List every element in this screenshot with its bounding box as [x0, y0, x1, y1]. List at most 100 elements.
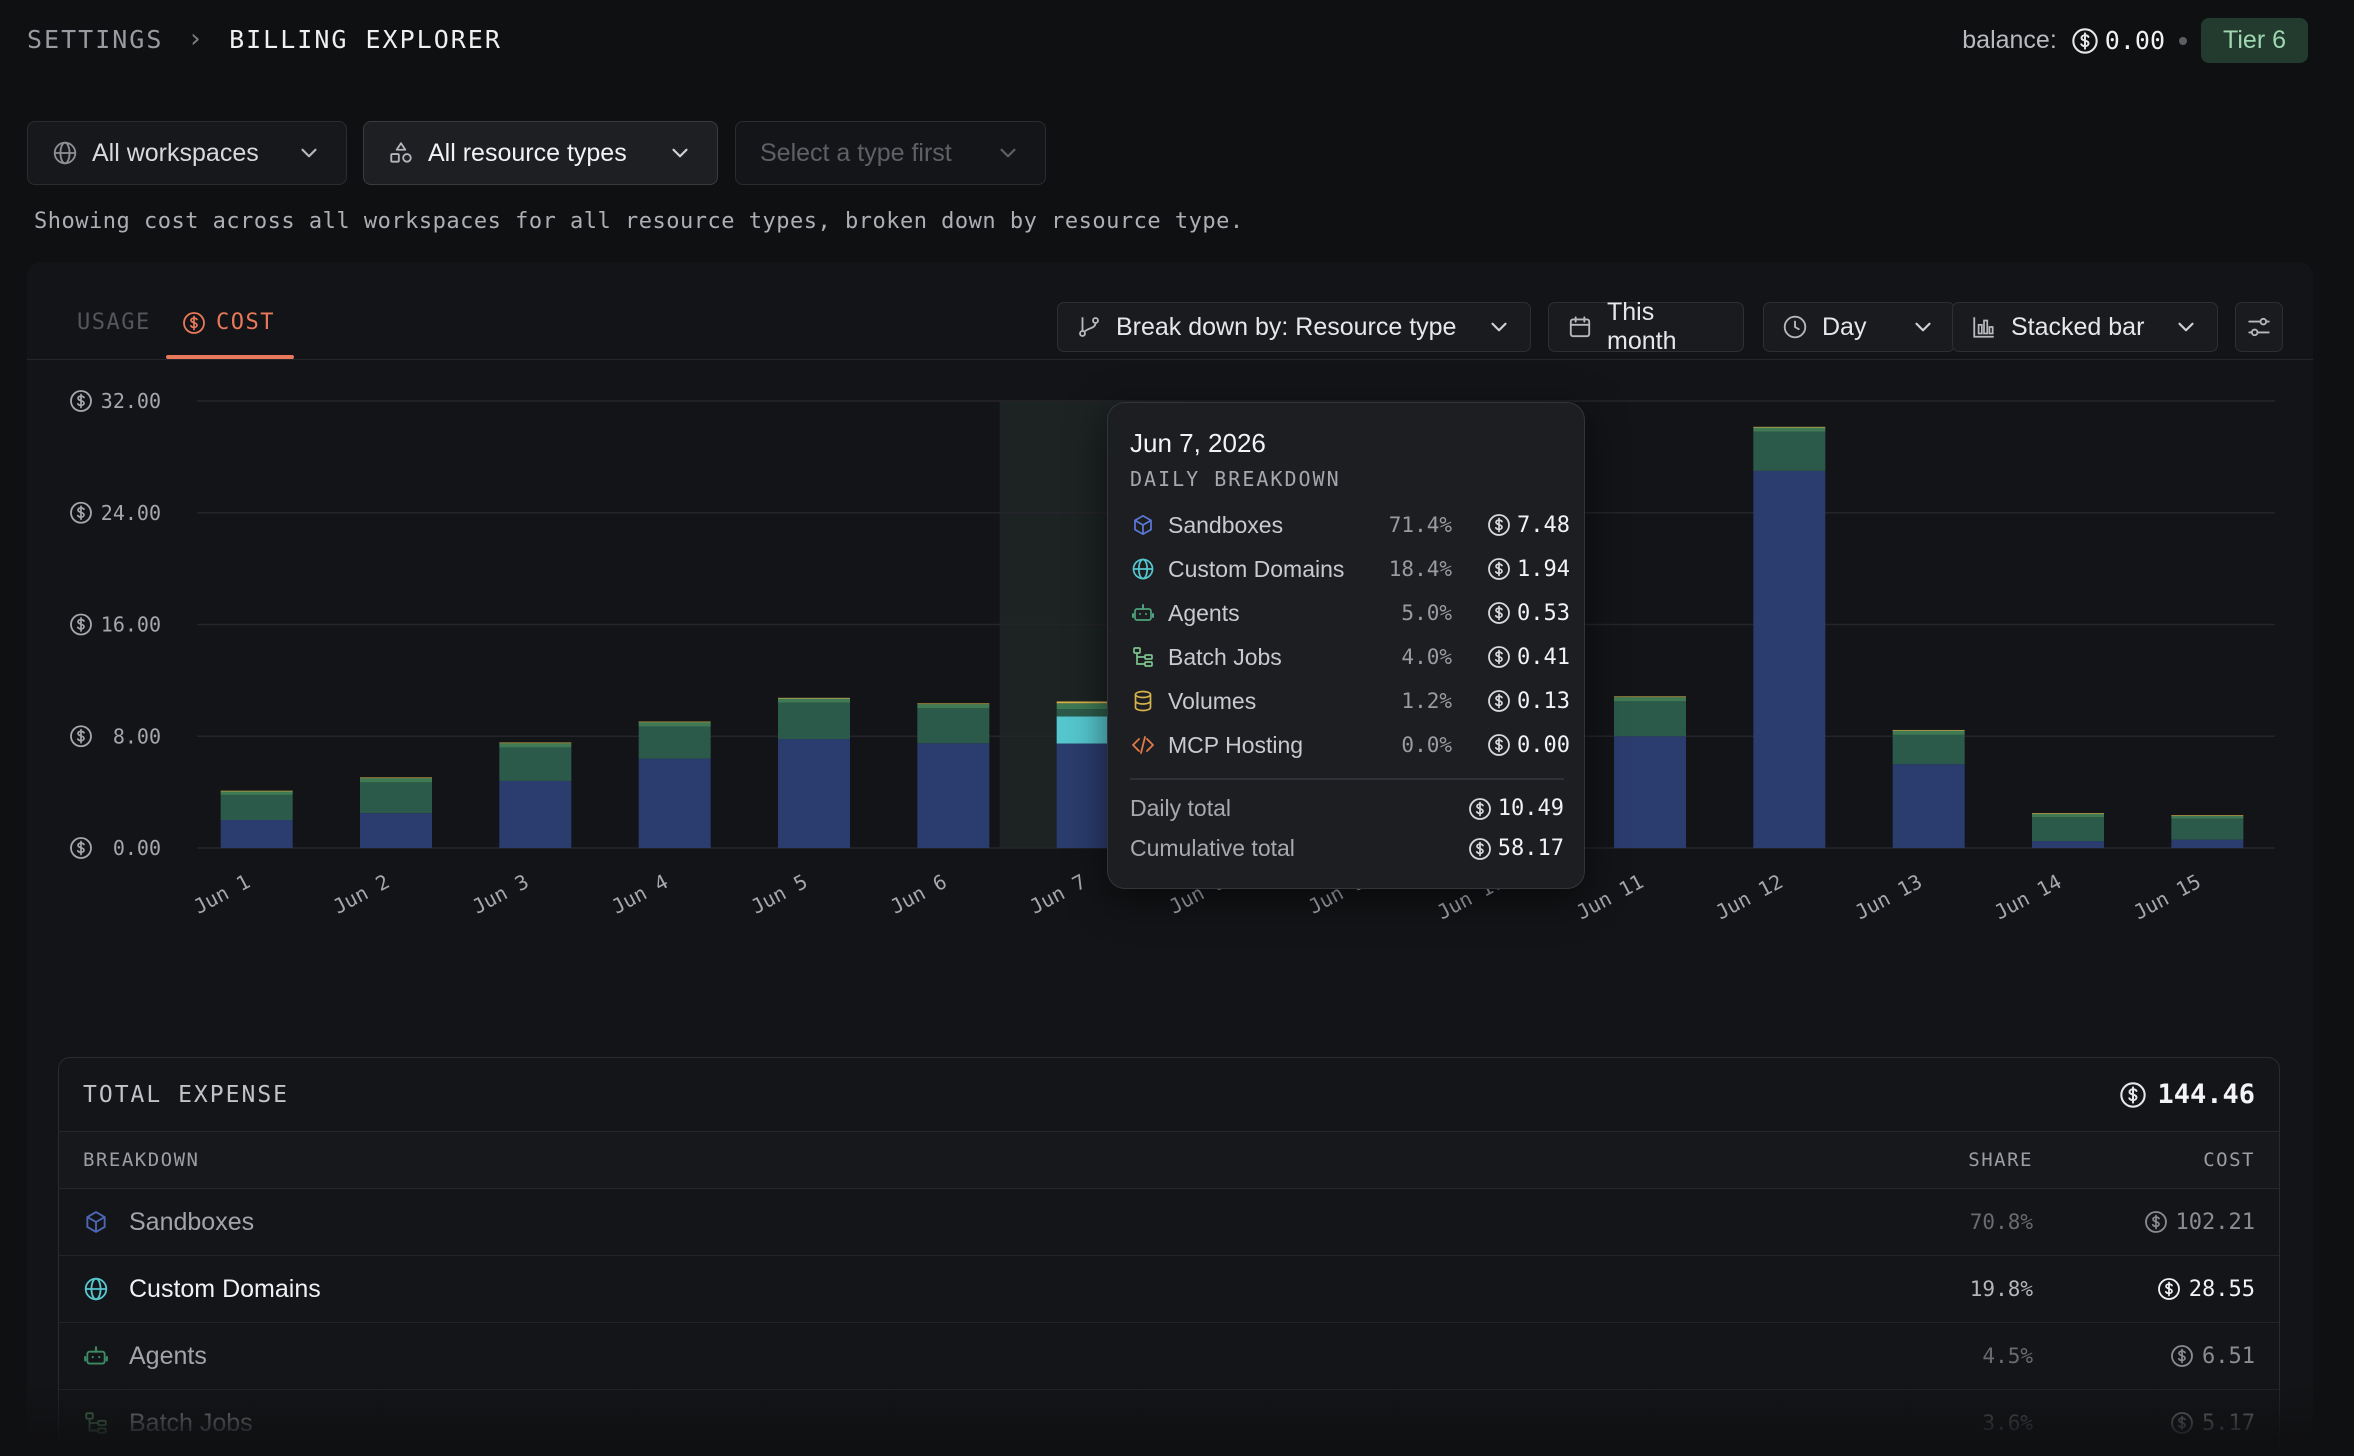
cube-icon	[83, 1208, 111, 1236]
bar-segment-sandboxes	[1614, 736, 1686, 848]
y-tick: 32.00	[70, 389, 161, 413]
dollar-icon	[2144, 1210, 2168, 1234]
x-tick-label: Jun 1	[190, 869, 254, 918]
daily-total-label: Daily total	[1130, 795, 1231, 821]
chevron-down-icon	[1910, 314, 1936, 340]
table-column-headers: BREAKDOWN SHARE COST	[59, 1132, 2279, 1189]
daily-total-value: 10.49	[1468, 796, 1564, 821]
y-tick-label: 0.00	[113, 836, 161, 860]
column-share[interactable]: SHARE	[1968, 1149, 2033, 1171]
globe-icon	[83, 1275, 111, 1303]
expense-table-header: TOTAL EXPENSE 144.46	[59, 1058, 2279, 1132]
cube-icon	[1130, 512, 1156, 538]
dollar-icon	[2170, 1411, 2194, 1435]
column-breakdown[interactable]: BREAKDOWN	[83, 1149, 200, 1171]
balance-display: balance: 0.00 Tier 6	[1962, 18, 2308, 63]
x-tick-label: Jun 2	[329, 869, 393, 918]
dollar-icon	[182, 311, 206, 335]
database-icon	[1130, 688, 1156, 714]
separator-dot	[2179, 36, 2188, 45]
table-row[interactable]: Custom Domains 19.8% 28.55	[59, 1256, 2279, 1323]
robot-icon	[1130, 600, 1156, 626]
tooltip-row-name: Batch Jobs	[1168, 643, 1282, 670]
bar-segment-sandboxes	[1892, 764, 1965, 848]
table-row[interactable]: Sandboxes 70.8% 102.21	[59, 1189, 2279, 1256]
tooltip-row-pct: 0.0%	[1401, 733, 1452, 757]
bar-segment-volumes	[778, 697, 850, 699]
y-tick: 0.00	[70, 836, 161, 860]
bar-segment-volumes	[1753, 426, 1826, 428]
breadcrumb-settings[interactable]: SETTINGS	[27, 24, 164, 54]
tooltip-row-value-text: 7.48	[1517, 512, 1570, 538]
robot-icon	[83, 1342, 111, 1370]
tooltip-row-value: 1.94	[1487, 557, 1570, 582]
bar-segment-agents	[499, 747, 572, 781]
x-tick-label: Jun 14	[1990, 869, 2065, 924]
bar-segment-agents	[220, 794, 293, 821]
bar-chart-icon	[1971, 314, 1997, 340]
expense-table-title: TOTAL EXPENSE	[83, 1081, 290, 1108]
breakdown-select[interactable]: Break down by: Resource type	[1057, 302, 1531, 352]
workspace-select[interactable]: All workspaces	[27, 121, 347, 185]
chevron-down-icon	[995, 140, 1021, 166]
breakdown-select-value: Break down by: Resource type	[1116, 312, 1457, 341]
tooltip-row-pct: 71.4%	[1388, 513, 1452, 537]
bar-segment-sandboxes	[360, 813, 432, 848]
dollar-icon	[1468, 837, 1492, 861]
granularity-value: Day	[1822, 312, 1867, 341]
bar-segment-batch-jobs	[2171, 815, 2244, 819]
bar-segment-agents	[1614, 701, 1686, 737]
date-range-button[interactable]: This month	[1548, 298, 1744, 355]
row-cost: 5.17	[2170, 1411, 2255, 1436]
dollar-icon	[1487, 645, 1511, 669]
row-name: Custom Domains	[129, 1274, 321, 1303]
tooltip-row: Volumes 1.2% 0.13	[1130, 681, 1570, 721]
dollar-icon	[1487, 689, 1511, 713]
chevron-down-icon	[296, 140, 322, 166]
tooltip-row: Batch Jobs 4.0% 0.41	[1130, 637, 1570, 677]
table-row[interactable]: Batch Jobs 3.6% 5.17	[59, 1390, 2279, 1456]
tab-usage[interactable]: USAGE	[77, 310, 151, 335]
breadcrumb: SETTINGS › BILLING EXPLORER	[27, 24, 502, 54]
bar-segment-sandboxes	[220, 820, 293, 848]
dollar-icon	[1487, 733, 1511, 757]
granularity-select[interactable]: Day	[1763, 302, 1955, 352]
chevron-right-icon: ›	[187, 24, 206, 54]
stacked-bar-chart[interactable]: 0.00 8.00 16.00 24.00 32.00 Jun 1 Jun 2 Jun 3 Ju…	[27, 360, 2313, 1060]
column-cost[interactable]: COST	[2203, 1149, 2255, 1171]
resource-type-select-value: All resource types	[428, 138, 627, 167]
tooltip-row-value: 0.53	[1487, 601, 1570, 626]
chart-type-select[interactable]: Stacked bar	[1952, 302, 2218, 352]
table-row[interactable]: Agents 4.5% 6.51	[59, 1323, 2279, 1390]
row-cost-text: 5.17	[2202, 1410, 2255, 1436]
row-name: Sandboxes	[129, 1207, 255, 1236]
tooltip-row: Custom Domains 18.4% 1.94	[1130, 549, 1570, 589]
x-tick-label: Jun 15	[2130, 869, 2205, 924]
cumulative-total-label: Cumulative total	[1130, 835, 1295, 861]
chart-settings-button[interactable]	[2235, 302, 2283, 352]
bar-segment-volumes	[220, 790, 293, 792]
bar-segment-volumes	[1056, 701, 1129, 704]
bar-segment-agents	[778, 702, 850, 740]
chevron-down-icon	[667, 140, 693, 166]
tooltip-row-value: 0.41	[1487, 645, 1570, 670]
tab-cost[interactable]: COST	[182, 310, 275, 335]
row-cost-text: 6.51	[2202, 1343, 2255, 1369]
row-name: Agents	[129, 1341, 207, 1370]
bar-segment-batch-jobs	[638, 722, 711, 727]
row-share: 19.8%	[1969, 1277, 2033, 1301]
bar-segment-batch-jobs	[1892, 730, 1965, 735]
bar-segment-batch-jobs	[360, 778, 432, 783]
tooltip-row: Agents 5.0% 0.53	[1130, 593, 1570, 633]
tooltip-cumulative-total: Cumulative total 58.17	[1130, 835, 1564, 862]
tooltip-row-name: MCP Hosting	[1168, 731, 1304, 758]
resource-type-select[interactable]: All resource types	[363, 121, 718, 185]
x-tick-label: Jun 12	[1712, 869, 1787, 924]
dollar-icon	[1487, 601, 1511, 625]
balance-label: balance:	[1962, 26, 2057, 54]
chevron-down-icon	[1486, 314, 1512, 340]
clock-icon	[1782, 314, 1808, 340]
row-cost-text: 28.55	[2188, 1276, 2255, 1302]
tooltip-row-value: 0.13	[1487, 689, 1570, 714]
tier-badge[interactable]: Tier 6	[2201, 18, 2308, 63]
